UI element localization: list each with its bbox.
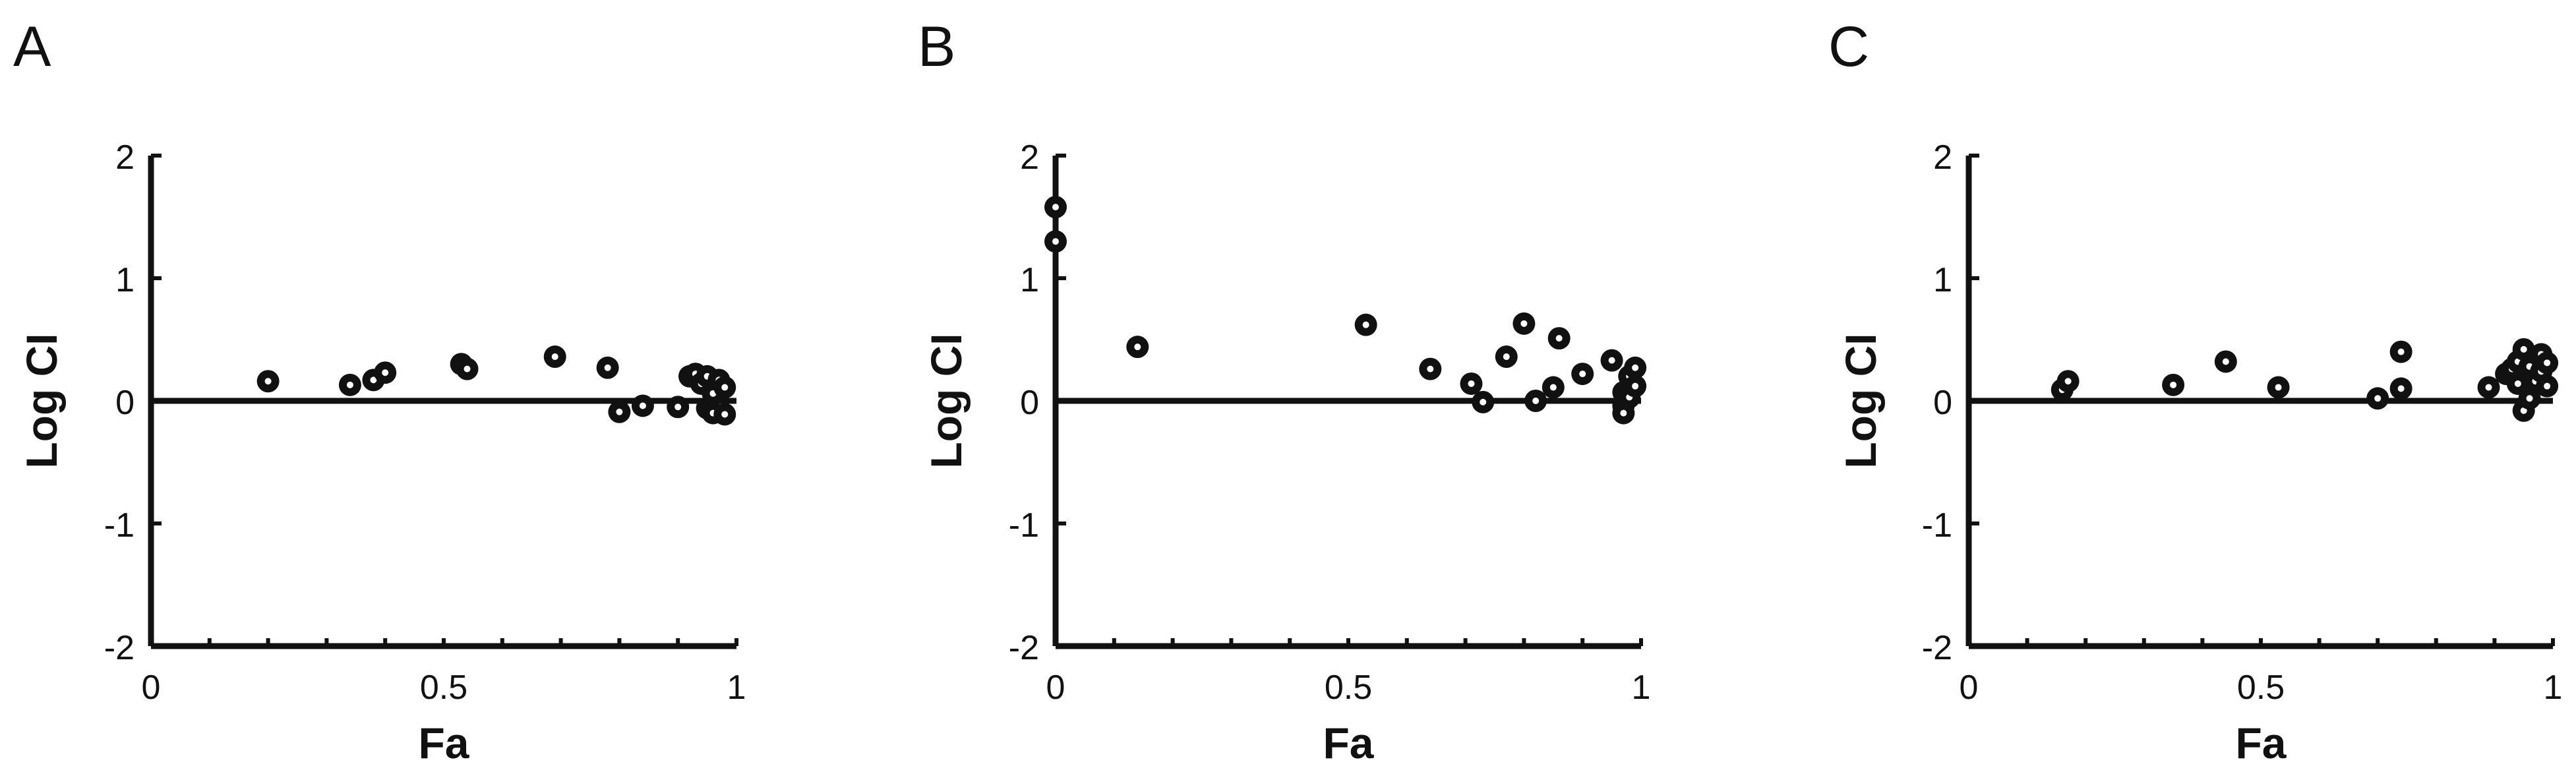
data-point-center — [1480, 398, 1487, 405]
data-point-center — [604, 364, 611, 371]
data-point-center — [1052, 204, 1059, 211]
y-tick-label: -2 — [104, 629, 135, 667]
data-point-center — [2544, 382, 2551, 390]
data-point-center — [616, 408, 623, 415]
data-point-center — [2064, 378, 2072, 385]
y-axis-title: Log CI — [1836, 333, 1885, 468]
data-point-center — [1549, 384, 1557, 391]
data-point-center — [2397, 385, 2405, 392]
data-point-center — [464, 365, 471, 372]
x-axis-title: Fa — [1323, 719, 1374, 767]
data-point-center — [2520, 345, 2527, 353]
x-tick-label: 0.5 — [420, 669, 467, 707]
x-axis-title: Fa — [2235, 719, 2287, 767]
y-tick-label: 0 — [1933, 384, 1952, 422]
panel-a: A 2 1 0 -1 -2 0 0.5 1 Fa Log CI — [13, 15, 746, 767]
data-point-center — [551, 353, 558, 361]
x-tick-label: 0 — [1960, 669, 1979, 707]
panel-c: C 2 1 0 -1 -2 0 0.5 1 Fa Log CI — [1828, 15, 2562, 767]
data-point-center — [721, 411, 729, 418]
panel-letter-c: C — [1828, 15, 1869, 78]
y-axis-title: Log CI — [922, 333, 971, 468]
y-tick-label: 0 — [115, 384, 135, 422]
data-point-center — [1532, 398, 1540, 404]
data-point-center — [1427, 365, 1434, 372]
data-point-center — [2170, 381, 2177, 388]
y-tick-label: -1 — [1922, 506, 1952, 545]
data-point-center — [1632, 364, 1639, 371]
data-point-center — [2374, 395, 2381, 402]
data-point-center — [382, 369, 389, 376]
y-tick-label: 2 — [115, 138, 135, 177]
data-point-center — [2526, 395, 2533, 402]
data-point-center — [2544, 359, 2551, 367]
data-point-center — [1579, 371, 1586, 378]
data-point-center — [1503, 353, 1510, 361]
data-point-center — [639, 402, 646, 409]
x-tick-label: 0.5 — [2237, 669, 2285, 707]
data-point-center — [1632, 382, 1639, 390]
data-point-center — [674, 403, 682, 411]
data-point-center — [2520, 407, 2527, 414]
panel-letter-a: A — [13, 15, 51, 78]
y-tick-label: -2 — [1922, 629, 1952, 667]
data-point-center — [2397, 348, 2405, 355]
x-axis-title: Fa — [418, 719, 469, 767]
data-point-center — [1555, 335, 1563, 342]
data-point-center — [1468, 380, 1475, 387]
data-point-center — [264, 378, 272, 385]
data-point-center — [370, 376, 377, 384]
data-point-center — [721, 384, 729, 391]
data-point-center — [1362, 321, 1369, 328]
x-tick-label: 0.5 — [1325, 669, 1372, 707]
x-tick-label: 0 — [142, 669, 161, 707]
data-point-center — [1052, 238, 1059, 245]
x-tick-label: 1 — [2544, 669, 2563, 707]
data-point-center — [346, 381, 353, 388]
x-tick-label: 1 — [1632, 669, 1651, 707]
y-tick-label: 2 — [1020, 138, 1039, 177]
data-point-center — [1520, 320, 1528, 327]
data-point-center — [2275, 384, 2282, 391]
data-point-center — [1620, 409, 1627, 417]
data-point-center — [2514, 380, 2521, 387]
y-tick-label: -2 — [1009, 629, 1039, 667]
x-tick-label: 1 — [727, 669, 746, 707]
y-tick-label: -1 — [1009, 506, 1039, 545]
panel-letter-b: B — [918, 15, 955, 78]
data-point-center — [2222, 358, 2229, 365]
y-tick-label: 1 — [1933, 261, 1952, 299]
y-tick-label: -1 — [104, 506, 135, 545]
y-axis-title: Log CI — [17, 333, 66, 468]
panel-b: B 2 1 0 -1 -2 0 0.5 1 Fa Log CI — [918, 15, 1650, 767]
data-point-center — [2485, 384, 2492, 391]
data-point-center — [1134, 343, 1141, 351]
y-tick-label: 2 — [1933, 138, 1952, 177]
y-tick-label: 1 — [115, 261, 135, 299]
y-tick-label: 1 — [1020, 261, 1039, 299]
y-tick-label: 0 — [1020, 384, 1039, 422]
data-point-center — [1608, 357, 1615, 364]
x-tick-label: 0 — [1046, 669, 1065, 707]
